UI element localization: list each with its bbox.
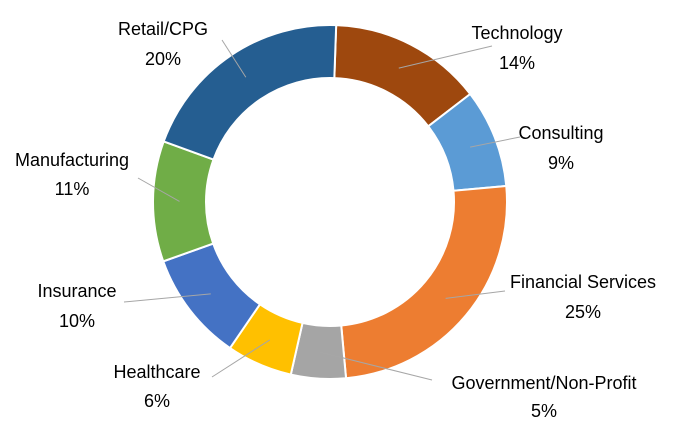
leader-line-insurance <box>123 293 211 303</box>
leader-lines-group <box>123 39 521 381</box>
label-government-non-profit: Government/Non-Profit <box>451 373 636 393</box>
value-label-financial-services: 25% <box>565 302 601 322</box>
label-manufacturing: Manufacturing <box>15 150 129 170</box>
label-financial-services: Financial Services <box>510 272 656 292</box>
slice-financial-services <box>340 184 508 380</box>
leader-line-technology <box>398 45 493 69</box>
value-label-government-non-profit: 5% <box>531 401 557 421</box>
leader-line-financial-services <box>445 290 506 299</box>
value-label-retail-cpg: 20% <box>145 49 181 69</box>
label-healthcare: Healthcare <box>113 362 200 382</box>
value-label-insurance: 10% <box>59 311 95 331</box>
leader-line-government-non-profit <box>319 351 433 381</box>
value-label-manufacturing: 11% <box>55 179 90 199</box>
labels-group: Technology 14% Consulting 9% Financial Servi… <box>15 19 656 421</box>
value-label-healthcare: 6% <box>144 391 170 411</box>
label-technology: Technology <box>471 23 562 43</box>
slice-manufacturing <box>152 140 215 263</box>
leader-line-healthcare <box>211 339 271 378</box>
slice-retail-cpg <box>162 24 338 161</box>
slices-group <box>152 24 508 380</box>
label-consulting: Consulting <box>518 123 603 143</box>
leader-line-retail-cpg <box>221 39 247 78</box>
label-retail-cpg: Retail/CPG <box>118 19 208 39</box>
value-label-technology: 14% <box>499 53 535 73</box>
leader-line-manufacturing <box>137 177 180 202</box>
label-insurance: Insurance <box>37 281 116 301</box>
value-label-consulting: 9% <box>548 153 574 173</box>
leader-line-consulting <box>470 136 521 148</box>
